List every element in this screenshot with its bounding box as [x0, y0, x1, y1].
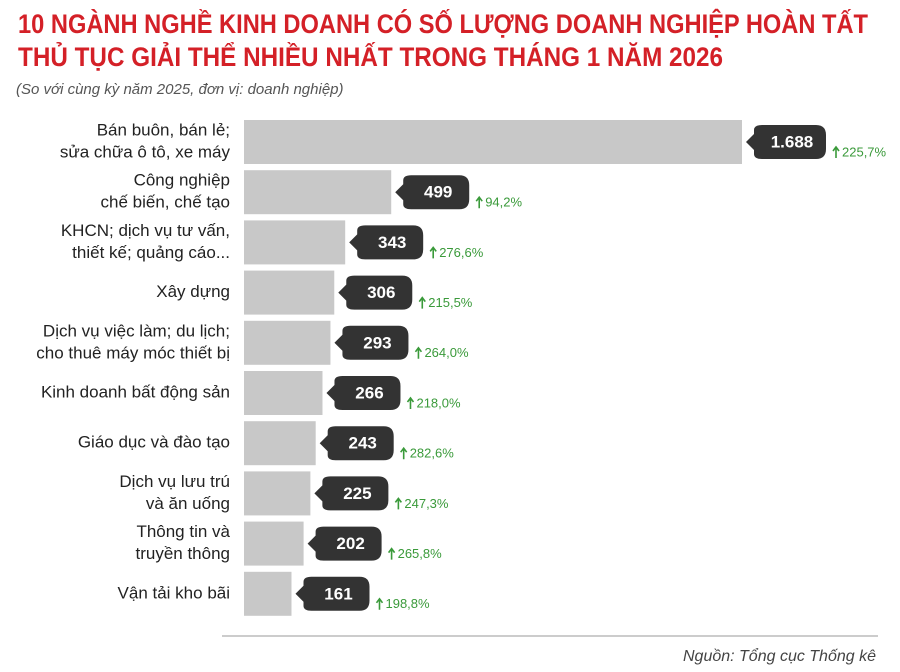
bar — [244, 170, 392, 215]
value-label: 225 — [343, 484, 371, 503]
change-label: 265,8% — [398, 546, 443, 561]
category-label: Bán buôn, bán lẻ; — [97, 120, 230, 139]
value-bubble — [307, 526, 382, 561]
value-label: 293 — [363, 333, 391, 352]
up-arrow — [832, 145, 840, 158]
category-label: Dịch vụ việc làm; du lịch; — [43, 321, 230, 340]
chart-title: THỦ TỤC GIẢI THỂ NHIỀU NHẤT TRONG THÁNG … — [18, 40, 723, 72]
change-label: 247,3% — [404, 496, 449, 511]
value-bubble — [314, 476, 389, 511]
up-arrow — [406, 396, 415, 409]
category-label: KHCN; dịch vụ tư vấn, — [61, 221, 230, 240]
value-bubble — [334, 325, 409, 360]
category-label: Xây dựng — [156, 282, 230, 301]
category-label: Vận tải kho bãi — [118, 583, 230, 602]
category-label: Giáo dục và đào tạo — [78, 433, 230, 452]
category-label: chế biến, chế tạo — [101, 193, 230, 212]
up-arrow — [414, 346, 423, 359]
change-label: 225,7% — [842, 144, 887, 159]
up-arrow — [418, 296, 426, 309]
bar — [244, 471, 311, 516]
value-bubble — [395, 175, 470, 210]
value-bubble — [338, 275, 413, 310]
bar — [244, 320, 331, 365]
up-arrow — [475, 195, 483, 209]
category-label: Kinh doanh bất động sản — [41, 382, 230, 401]
value-label: 343 — [378, 233, 406, 252]
up-arrow — [394, 497, 403, 510]
value-label: 499 — [424, 183, 452, 202]
change-label: 215,5% — [428, 295, 473, 310]
category-label: Công nghiệp — [134, 171, 230, 190]
category-label: và ăn uống — [146, 494, 230, 513]
chart-subtitle: (So với cùng kỳ năm 2025, đơn vị: doanh … — [16, 81, 344, 98]
category-label: truyền thông — [135, 544, 230, 563]
value-label: 243 — [349, 434, 377, 453]
category-label: sửa chữa ô tô, xe máy — [60, 142, 231, 161]
category-label: Dịch vụ lưu trú — [119, 472, 230, 491]
value-bubble — [295, 576, 370, 611]
source: Nguồn: Tổng cục Thống kê — [683, 647, 876, 665]
change-label: 264,0% — [424, 345, 469, 360]
value-label: 161 — [324, 584, 352, 603]
category-label: cho thuê máy móc thiết bị — [36, 343, 230, 362]
value-bubble — [349, 225, 424, 260]
up-arrow — [429, 246, 437, 259]
change-label: 276,6% — [439, 245, 484, 260]
category-label: Thông tin và — [136, 522, 230, 541]
up-arrow — [375, 597, 384, 610]
change-label: 282,6% — [410, 446, 455, 461]
change-label: 198,8% — [385, 596, 430, 611]
value-label: 266 — [355, 383, 383, 402]
bar — [244, 421, 316, 466]
value-label: 1.688 — [771, 132, 814, 151]
change-label: 94,2% — [485, 195, 522, 210]
chart-title: 10 NGÀNH NGHỀ KINH DOANH CÓ SỐ LƯỢNG DOA… — [18, 7, 868, 39]
value-bubble — [326, 376, 401, 410]
value-label: 306 — [367, 283, 395, 302]
category-label: thiết kế; quảng cáo... — [72, 243, 230, 262]
change-label: 218,0% — [416, 395, 461, 410]
bar — [244, 521, 304, 566]
value-bubble — [319, 426, 394, 461]
bar — [244, 371, 323, 415]
up-arrow — [387, 547, 396, 560]
up-arrow — [400, 446, 408, 460]
value-label: 202 — [336, 534, 364, 553]
value-bubble — [746, 125, 826, 159]
bar — [244, 120, 742, 164]
bar — [244, 270, 335, 315]
bar — [244, 220, 346, 265]
bar — [244, 571, 292, 616]
